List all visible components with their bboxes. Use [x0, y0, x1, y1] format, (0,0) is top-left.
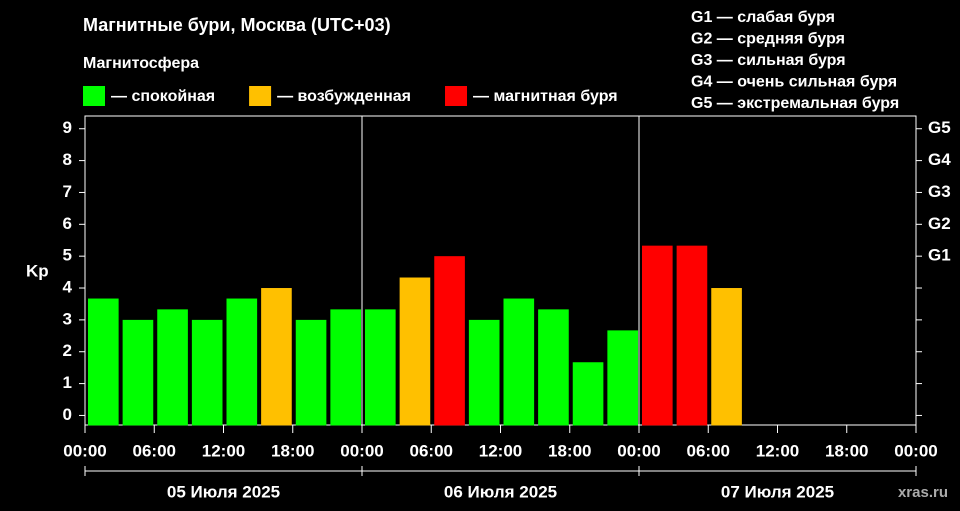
y-tick-label: 9	[63, 118, 72, 137]
x-tick-label: 18:00	[825, 441, 868, 460]
storm-level: G3 — сильная буря	[691, 52, 846, 69]
subtitle: Магнитосфера	[83, 55, 199, 72]
day-label: 06 Июля 2025	[444, 482, 557, 501]
bar	[538, 309, 569, 426]
y-tick-label: 7	[63, 182, 72, 201]
bar	[122, 319, 154, 426]
y-tick-label: 5	[63, 246, 72, 265]
bar	[191, 319, 223, 426]
bar	[676, 245, 708, 426]
y-tick-label: 2	[63, 341, 72, 360]
x-tick-label: 00:00	[340, 441, 383, 460]
y-tick-label: 8	[63, 150, 72, 169]
y-tick-label: 1	[63, 373, 72, 392]
bar	[261, 288, 292, 426]
x-tick-label: 18:00	[271, 441, 314, 460]
legend-label: — спокойная	[111, 88, 215, 105]
bar	[434, 256, 465, 426]
storm-level: G5 — экстремальная буря	[691, 95, 899, 112]
bar	[642, 245, 673, 426]
x-tick-label: 06:00	[410, 441, 453, 460]
legend-swatch	[249, 86, 272, 106]
y-tick-label: 4	[63, 278, 73, 297]
storm-level: G2 — средняя буря	[691, 31, 845, 48]
bar	[226, 298, 258, 426]
legend-label: — возбужденная	[277, 88, 411, 105]
bar	[295, 319, 327, 426]
y-tick-label: 3	[63, 309, 72, 328]
watermark: xras.ru	[898, 484, 948, 501]
y-axis-label: Kp	[26, 261, 49, 280]
y-tick-label: 6	[63, 214, 72, 233]
bar	[503, 298, 535, 426]
storm-level: G1 — слабая буря	[691, 9, 835, 26]
x-tick-label: 12:00	[756, 441, 799, 460]
day-label: 07 Июля 2025	[721, 482, 834, 501]
bar	[88, 298, 119, 426]
legend-swatch	[83, 86, 105, 106]
x-tick-label: 12:00	[479, 441, 522, 460]
chart-title: Магнитные бури, Москва (UTC+03)	[83, 15, 391, 35]
y2-tick-label: G4	[928, 150, 951, 169]
y2-tick-label: G5	[928, 118, 951, 137]
x-tick-label: 06:00	[133, 441, 176, 460]
bar	[711, 288, 742, 426]
legend-swatch	[445, 86, 468, 106]
bar	[330, 309, 361, 426]
bar	[157, 309, 188, 426]
bar	[365, 309, 396, 426]
x-tick-label: 00:00	[617, 441, 660, 460]
storm-level: G4 — очень сильная буря	[691, 74, 897, 91]
x-tick-label: 00:00	[63, 441, 106, 460]
bar	[607, 330, 638, 426]
legend-label: — магнитная буря	[473, 88, 618, 105]
bar	[572, 362, 604, 426]
day-label: 05 Июля 2025	[167, 482, 280, 501]
x-tick-label: 18:00	[548, 441, 591, 460]
x-tick-label: 00:00	[894, 441, 937, 460]
x-tick-label: 06:00	[687, 441, 730, 460]
bar	[399, 277, 431, 426]
y-tick-label: 0	[63, 405, 72, 424]
y2-tick-label: G2	[928, 214, 951, 233]
y2-tick-label: G3	[928, 182, 951, 201]
y2-tick-label: G1	[928, 246, 951, 265]
bar	[468, 319, 500, 426]
x-tick-label: 12:00	[202, 441, 245, 460]
